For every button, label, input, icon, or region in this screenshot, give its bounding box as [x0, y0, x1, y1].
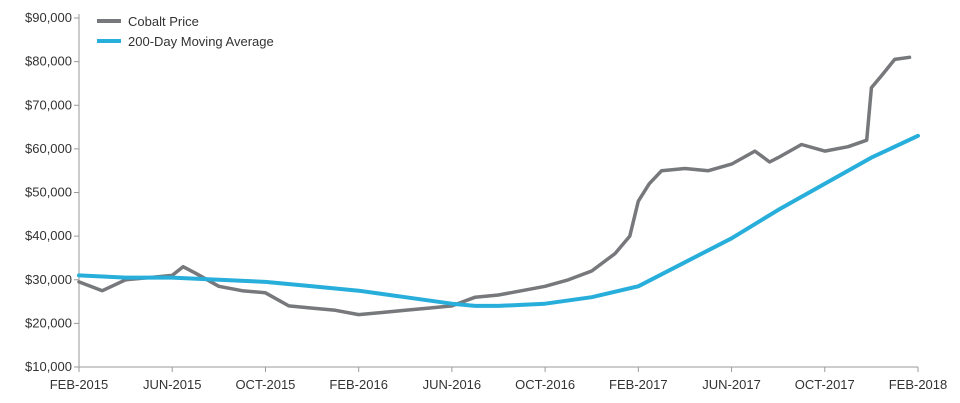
x-tick-label: FEB-2017: [609, 377, 668, 392]
y-tick-label: $80,000: [25, 54, 72, 69]
series-layer: [77, 55, 920, 317]
x-tick-label: JUN-2015: [143, 377, 202, 392]
legend-label: 200-Day Moving Average: [128, 34, 274, 49]
x-tick-label: OCT-2015: [235, 377, 295, 392]
y-axis: $90,000 $80,000 $70,000 $60,000 $50,000 $40,0…: [25, 10, 80, 374]
y-tick-label: $40,000: [25, 228, 72, 243]
x-tick-label: FEB-2018: [889, 377, 948, 392]
y-tick-label: $10,000: [25, 359, 72, 374]
x-tick-label: JUN-2017: [702, 377, 761, 392]
x-axis: FEB-2015 JUN-2015 OCT-2015 FEB-2016 JUN-2016…: [50, 366, 948, 392]
y-tick-label: $90,000: [25, 10, 72, 25]
y-tick-label: $20,000: [25, 315, 72, 330]
legend-label: Cobalt Price: [128, 14, 199, 29]
y-tick-label: $70,000: [25, 97, 72, 112]
legend: Cobalt Price 200-Day Moving Average: [97, 14, 274, 49]
y-tick-label: $50,000: [25, 185, 72, 200]
x-tick-label: FEB-2015: [50, 377, 109, 392]
x-tick-label: OCT-2017: [795, 377, 855, 392]
y-tick-label: $30,000: [25, 272, 72, 287]
moving-average-line: [77, 133, 920, 308]
x-tick-label: FEB-2016: [329, 377, 388, 392]
cobalt-price-line: [77, 55, 912, 317]
y-tick-label: $60,000: [25, 141, 72, 156]
x-tick-label: OCT-2016: [515, 377, 575, 392]
x-tick-label: JUN-2016: [423, 377, 482, 392]
